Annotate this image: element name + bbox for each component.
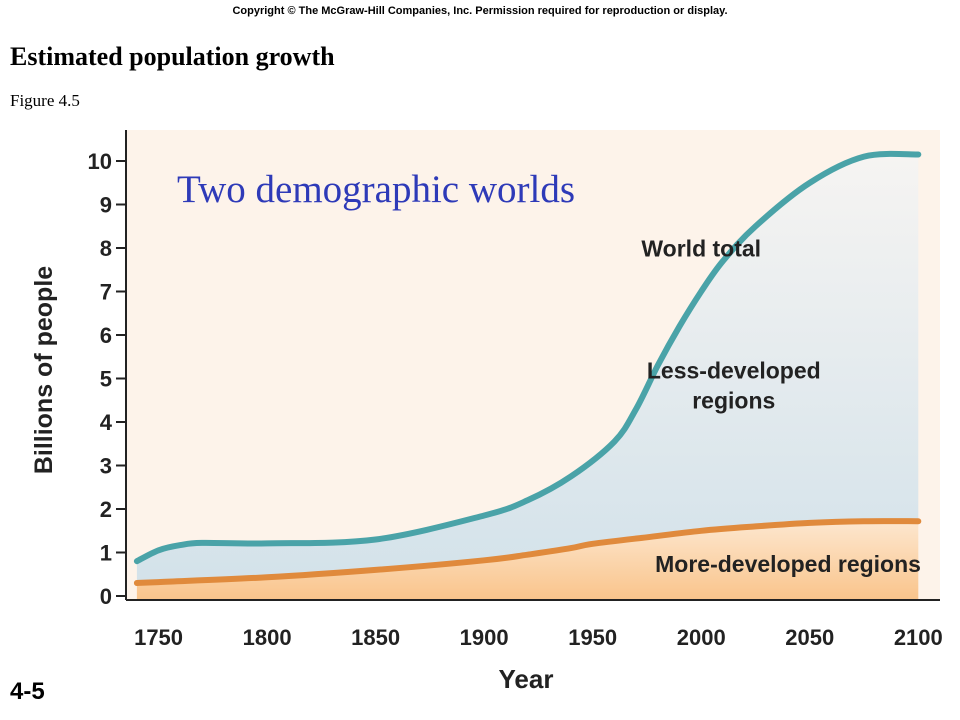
y-tick-label: 8 [100, 236, 112, 261]
slide-title: Estimated population growth [10, 42, 335, 71]
series-annotation-label: World total [641, 236, 761, 262]
series-annotations: World total Less-developed regions More-dev… [641, 236, 921, 577]
x-tick-label: 1800 [243, 625, 292, 650]
x-tick-label: 1750 [134, 625, 183, 650]
chart-title: Two demographic worlds [177, 168, 575, 211]
y-tick-label: 2 [100, 497, 112, 522]
series-annotation-label: regions [692, 388, 775, 414]
x-tick-label: 2050 [785, 625, 834, 650]
y-tick-label: 9 [100, 193, 112, 218]
y-tick-label: 6 [100, 323, 112, 348]
x-tick-label: 1900 [460, 625, 509, 650]
y-tick-label: 4 [100, 410, 113, 435]
copyright-notice: Copyright © The McGraw-Hill Companies, I… [232, 5, 728, 17]
x-tick-label: 2000 [677, 625, 726, 650]
y-tick-label: 10 [88, 149, 112, 174]
slide-number: 4-5 [10, 678, 45, 705]
y-tick-label: 1 [100, 541, 112, 566]
y-tick-label: 7 [100, 280, 112, 305]
series-line-world-total [133, 150, 922, 565]
y-tick-label: 3 [100, 454, 112, 479]
x-axis-label: Year [499, 664, 554, 694]
series-annotation-label: More-developed regions [655, 551, 921, 577]
series-annotation-label: Less-developed [647, 358, 821, 384]
more-developed-area [136, 521, 919, 600]
series-line-more-developed [133, 518, 922, 586]
x-tick-label: 1950 [568, 625, 617, 650]
y-axis-ticks: 0 1 2 3 4 5 6 7 8 9 10 [88, 149, 126, 609]
x-tick-label: 1850 [351, 625, 400, 650]
x-axis-ticks: 1750 1800 1850 1900 1950 2000 2050 2100 [134, 625, 943, 650]
y-tick-label: 0 [100, 584, 112, 609]
y-axis-label: Billions of people [30, 266, 58, 474]
x-tick-label: 2100 [894, 625, 943, 650]
figure-label: Figure 4.5 [10, 91, 80, 110]
y-tick-label: 5 [100, 367, 112, 392]
